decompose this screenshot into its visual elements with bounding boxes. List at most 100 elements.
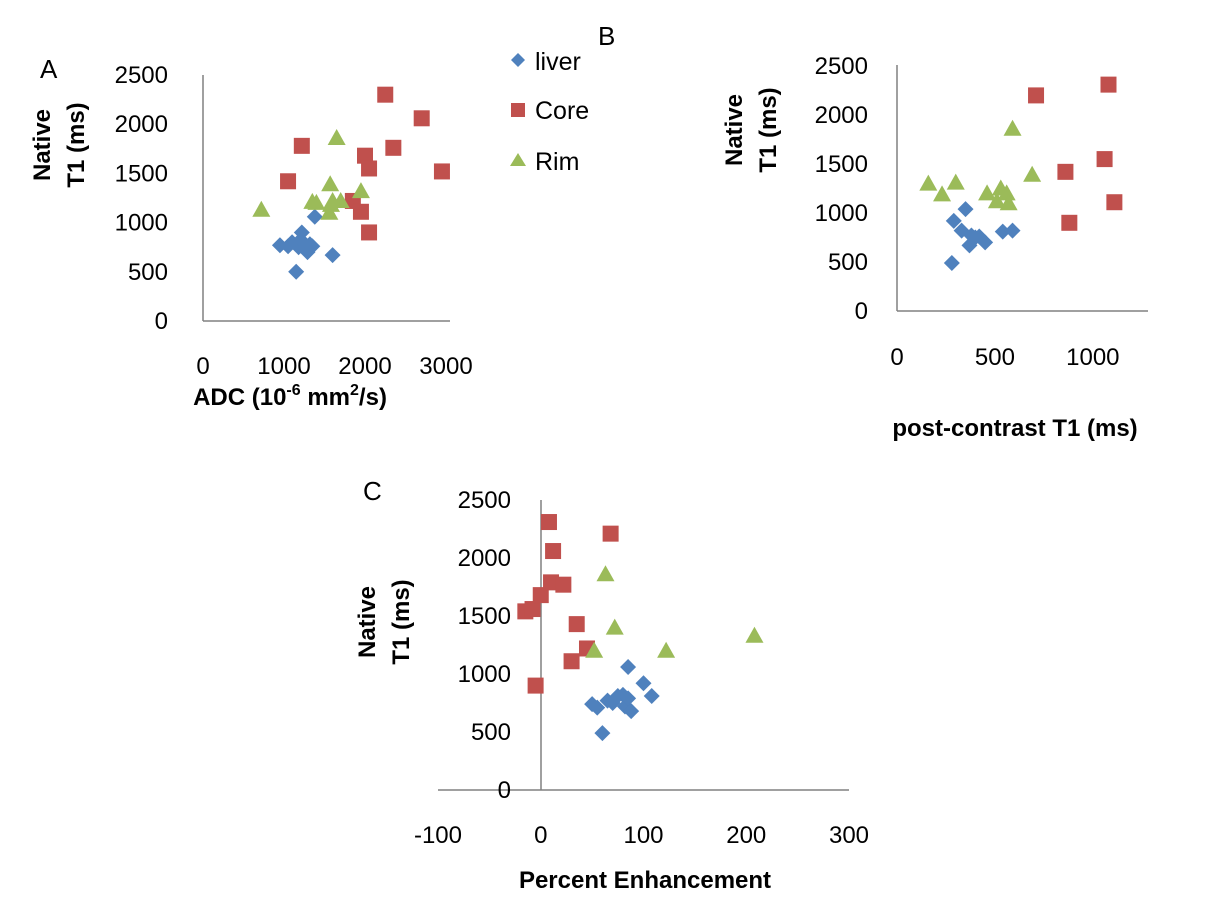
panel-b-xtick-label: 0 [890, 344, 903, 371]
panel-b-liver-point [1004, 222, 1021, 239]
panel-c-core-point [540, 514, 557, 531]
panel-c-liver-point [620, 659, 637, 676]
panel-c-core-point [563, 653, 580, 670]
panel-b-rim-point [1023, 165, 1042, 182]
panel-b-core-point [1061, 214, 1078, 231]
panel-a-liver-point [293, 224, 310, 241]
panel-c-rim-point [605, 618, 624, 635]
panel-b-rim-point [997, 184, 1016, 201]
panel-b-ylabel-line2: T1 (ms) [755, 87, 782, 172]
panel-c-liver-point [589, 699, 606, 716]
panel-b-liver-point [994, 223, 1011, 240]
legend-rim-label: Rim [535, 148, 579, 176]
panel-a-tick-labels: 0 500 1000 1500 2000 2500 0 1000 2000 3000 [115, 62, 473, 380]
panel-b-ytick-label: 1000 [815, 200, 868, 227]
legend-rim-triangle-icon [510, 153, 526, 166]
legend-liver-diamond-icon [511, 53, 525, 67]
panel-c-label: C [363, 476, 382, 506]
panel-b-rim-point [987, 192, 1006, 209]
panel-a-xlabel: ADC (10-6 mm2/s) [193, 382, 387, 411]
panel-c-ylabel-line2: T1 (ms) [388, 579, 415, 664]
panel-a-ylabel-line1: Native [29, 109, 56, 181]
panel-b-rim-point [933, 185, 952, 202]
panel-a-liver-point [306, 208, 323, 225]
panel-c-tick-labels: 0 500 1000 1500 2000 2500 -100 0 100 200 300 [414, 487, 869, 849]
panel-b-xlabel: post-contrast T1 (ms) [892, 415, 1137, 442]
panel-b-ytick-label: 500 [828, 249, 868, 276]
panel-b-core-point [1100, 76, 1117, 93]
panel-b-tick-labels: 0 500 1000 1500 2000 2500 0 500 1000 [815, 53, 1120, 371]
panel-a-core-point [357, 147, 373, 164]
panel-c-liver-point [643, 688, 660, 705]
panel-c-ytick-label: 500 [471, 719, 511, 746]
panel-b-liver-point [977, 234, 994, 251]
panel-a-label: A [40, 54, 58, 84]
panel-a-core-point [433, 163, 450, 180]
panel-a-ytick-label: 1000 [115, 210, 168, 237]
panel-b-rim-point [919, 174, 938, 191]
panel-b-ytick-label: 1500 [815, 151, 868, 178]
panel-b-xtick-label: 500 [975, 344, 1015, 371]
panel-c-core-point [532, 587, 549, 604]
panel-a-xtick-label: 0 [196, 353, 209, 380]
panel-b-y-axis-title: Native T1 (ms) [721, 87, 782, 172]
panel-b-rim-point [1003, 119, 1022, 136]
panel-c-core-point [602, 525, 619, 542]
legend-liver-label: liver [535, 48, 581, 76]
panel-c-core-point [568, 616, 585, 633]
panel-a-liver-point [288, 263, 305, 280]
panel-a-xtick-label: 1000 [257, 353, 310, 380]
panel-a-liver-point [304, 238, 321, 255]
panel-b-ytick-label: 2500 [815, 53, 868, 80]
panel-b-ytick-label: 0 [855, 298, 868, 325]
panel-c-liver-point [620, 690, 637, 707]
panel-c-xtick-label: 300 [829, 822, 869, 849]
panel-c-xtick-label: 100 [623, 822, 663, 849]
legend: liver Core Rim [510, 48, 589, 176]
panel-a-core-point [413, 110, 430, 127]
panel-c-core-point [555, 576, 572, 593]
panel-b-ylabel-line1: Native [721, 94, 748, 166]
panel-a-rim-point [321, 175, 340, 192]
panel-c-core-point [527, 677, 544, 694]
panel-a-core-point [352, 203, 369, 220]
panel-b-liver-point [943, 254, 960, 271]
panel-a-core-point [280, 173, 297, 190]
panel-b-rim-point [946, 173, 965, 190]
panel-b-ytick-label: 2000 [815, 102, 868, 129]
panel-a-ytick-label: 0 [155, 308, 168, 335]
panel-a-rim-point [252, 200, 271, 217]
panel-c-core-point [524, 601, 541, 618]
legend-core-square-icon [511, 103, 525, 117]
panel-c-ytick-label: 2000 [458, 545, 511, 572]
panel-a-data-points [252, 86, 450, 280]
panel-a-rim-point [307, 193, 326, 210]
panel-a-liver-point [324, 247, 341, 264]
panel-b-xtick-label: 1000 [1066, 344, 1119, 371]
panel-c-ytick-label: 1500 [458, 603, 511, 630]
panel-b-data-points [919, 76, 1123, 271]
panel-c-core-point [543, 574, 560, 591]
panel-a-ytick-label: 2000 [115, 111, 168, 138]
panel-a-ytick-label: 1500 [115, 160, 168, 187]
panel-a-core-point [361, 224, 378, 241]
panel-a-ytick-label: 500 [128, 259, 168, 286]
chart-panel-a: A 0 500 1000 1500 2000 2500 0 1000 2000 3000 Nati… [29, 54, 473, 411]
panel-a-ylabel-line2: T1 (ms) [63, 102, 90, 187]
panel-a-xtick-label: 2000 [338, 353, 391, 380]
panel-b-rim-point [999, 194, 1018, 211]
panel-c-rim-point [745, 626, 764, 643]
panel-b-label: B [598, 21, 615, 51]
panel-b-core-point [1057, 163, 1074, 180]
panel-a-core-point [361, 160, 378, 177]
legend-core-label: Core [535, 97, 589, 125]
panel-c-liver-point [594, 725, 611, 742]
panel-b-core-point [1028, 87, 1045, 104]
panel-c-liver-point [635, 675, 652, 692]
panel-c-rim-point [585, 641, 604, 658]
panel-c-ylabel-line1: Native [354, 586, 381, 658]
panel-c-data-points [517, 514, 764, 742]
panel-a-core-point [385, 139, 402, 156]
panel-b-rim-point [978, 184, 997, 201]
panel-a-rim-point [351, 182, 370, 199]
